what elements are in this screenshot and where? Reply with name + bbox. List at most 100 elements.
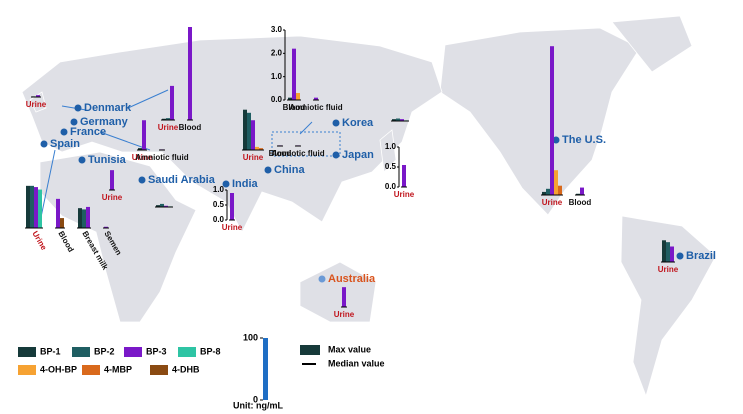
country-dot: [74, 104, 82, 112]
inset-tick-label: 1.0: [213, 185, 225, 194]
country-label: India: [232, 178, 259, 190]
arrows: [39, 89, 313, 223]
sample-label: Urine: [30, 230, 48, 253]
legend-label: BP-2: [94, 346, 115, 356]
bar: [110, 170, 114, 190]
legend-swatch: [18, 365, 36, 375]
bar: [188, 27, 192, 120]
bar: [78, 208, 82, 228]
legend-label: 4-MBP: [104, 364, 132, 374]
bar: [392, 119, 396, 121]
country-dot: [332, 151, 340, 159]
country-dot: [332, 119, 340, 127]
sample-label: Blood: [569, 198, 592, 207]
legend-label: BP-3: [146, 346, 167, 356]
bar: [166, 118, 170, 120]
legend-label: BP-8: [200, 346, 221, 356]
sample-label: Amniotic fluid: [135, 153, 188, 162]
country-dot: [676, 252, 684, 260]
max-swatch: [300, 345, 320, 355]
bar: [104, 226, 108, 228]
bar: [558, 185, 562, 195]
legend-label: BP-1: [40, 346, 61, 356]
sample-label: Amniotic fluid: [289, 103, 342, 112]
inset-tick-label: 0.5: [213, 200, 225, 209]
bar: [26, 185, 30, 228]
sample-label: Amniotic fluid: [271, 149, 324, 158]
bar: [400, 119, 404, 121]
country-dot: [222, 180, 230, 188]
bar: [402, 165, 406, 187]
country-label: Korea: [342, 117, 374, 129]
bar: [164, 205, 168, 207]
country-label: Germany: [80, 116, 129, 128]
bar: [666, 242, 670, 262]
sample-label: Blood: [269, 149, 292, 158]
inset-tick-label: 0.0: [213, 215, 225, 224]
sample-label: Blood: [56, 230, 75, 254]
country-label: Saudi Arabia: [148, 174, 216, 186]
country-label: Tunisia: [88, 154, 127, 166]
bar: [34, 187, 38, 228]
sample-label: Urine: [243, 153, 264, 162]
bar: [396, 118, 400, 121]
legend-swatch: [124, 347, 142, 357]
country-dot: [264, 166, 272, 174]
legend-swatch: [72, 347, 90, 357]
bar: [247, 112, 251, 150]
country-label: Japan: [342, 149, 374, 161]
country-dot: [318, 275, 326, 283]
legend-label: 4-DHB: [172, 364, 200, 374]
bar: [162, 118, 166, 120]
country-dot: [552, 136, 560, 144]
country-label: Denmark: [84, 102, 132, 114]
sample-label: Urine: [658, 265, 679, 274]
scale-tick-label: 0: [253, 394, 258, 404]
country-dot: [40, 140, 48, 148]
scale-bar: [263, 338, 268, 400]
bar: [342, 287, 346, 307]
sample-label: Urine: [102, 193, 123, 202]
sample-label: Urine: [542, 198, 563, 207]
sample-label: Blood: [179, 123, 202, 132]
inset-tick-label: 2.0: [271, 48, 283, 57]
sample-label: Urine: [334, 310, 355, 319]
world-map: [21, 15, 717, 398]
legend-swatch: [150, 365, 168, 375]
inset-tick-label: 0.0: [385, 182, 397, 191]
country-dot: [78, 156, 86, 164]
inset-tick-label: 0.0: [271, 95, 283, 104]
country-dot: [60, 128, 68, 136]
sample-label: Urine: [26, 100, 47, 109]
bar: [288, 97, 292, 100]
bar: [662, 240, 666, 262]
bar: [138, 148, 142, 150]
bar: [60, 218, 64, 228]
sample-label: Urine: [222, 223, 243, 232]
sample-label: Urine: [132, 153, 153, 162]
unit-label: Unit: ng/mL: [233, 400, 283, 410]
country-label: Spain: [50, 138, 80, 150]
median-label: Median value: [328, 358, 385, 368]
bar: [160, 203, 164, 207]
bar: [580, 187, 584, 195]
country-label: The U.S.: [562, 134, 606, 146]
bar: [255, 146, 259, 150]
bar: [230, 193, 234, 220]
bar: [251, 120, 255, 150]
bar: [314, 97, 318, 100]
country-dot: [138, 176, 146, 184]
inset-tick-label: 1.0: [271, 72, 283, 81]
bar: [259, 148, 263, 150]
bar: [546, 188, 550, 195]
max-label: Max value: [328, 344, 371, 354]
scale-tick-label: 100: [243, 332, 258, 342]
bar: [36, 95, 40, 97]
legend-swatch: [18, 347, 36, 357]
bar: [576, 193, 580, 195]
bar: [38, 189, 42, 228]
bar: [243, 109, 247, 150]
inset-tick-label: 0.5: [385, 162, 397, 171]
bar: [86, 206, 90, 228]
bar: [292, 48, 296, 100]
